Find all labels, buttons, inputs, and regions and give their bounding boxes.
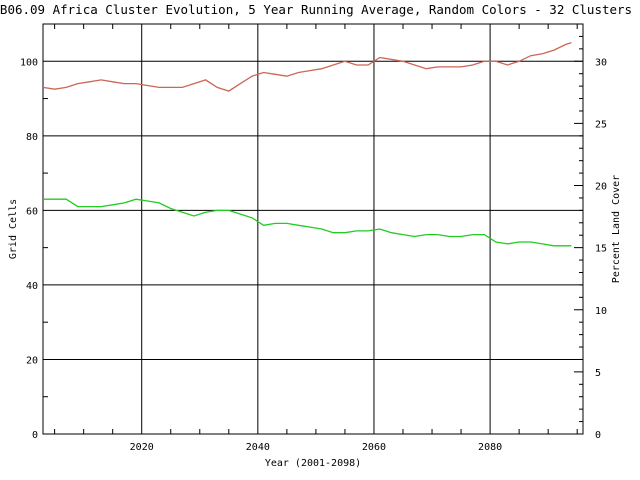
y-tick-label: 80	[26, 132, 38, 143]
x-tick-label: 2040	[246, 442, 270, 453]
chart-title: B06.09 Africa Cluster Evolution, 5 Year …	[0, 2, 632, 17]
y2-tick-label: 10	[595, 306, 607, 317]
y2-tick-label: 25	[595, 119, 607, 130]
y-tick-label: 40	[26, 281, 38, 292]
y2-tick-label: 30	[595, 57, 607, 68]
y2-tick-label: 0	[595, 430, 601, 441]
x-tick-label: 2080	[478, 442, 502, 453]
series-line-2	[43, 198, 572, 247]
series-line-1	[42, 41, 572, 92]
y2-axis-label: Percent Land Cover	[611, 175, 622, 283]
y2-tick-label: 5	[595, 368, 601, 379]
grid-lines	[43, 24, 583, 434]
y-tick-label: 100	[20, 57, 38, 68]
x-tick-label: 2060	[362, 442, 386, 453]
y-tick-label: 0	[32, 430, 38, 441]
y2-tick-label: 20	[595, 182, 607, 193]
y2-tick-label: 15	[595, 244, 607, 255]
plot-frame	[42, 23, 584, 435]
y-tick-label: 20	[26, 355, 38, 366]
series-lines	[42, 41, 572, 247]
x-tick-label: 2020	[130, 442, 154, 453]
x-axis-label: Year (2001-2098)	[265, 458, 361, 469]
y-tick-label: 60	[26, 206, 38, 217]
y-axis-label: Grid Cells	[8, 199, 19, 259]
